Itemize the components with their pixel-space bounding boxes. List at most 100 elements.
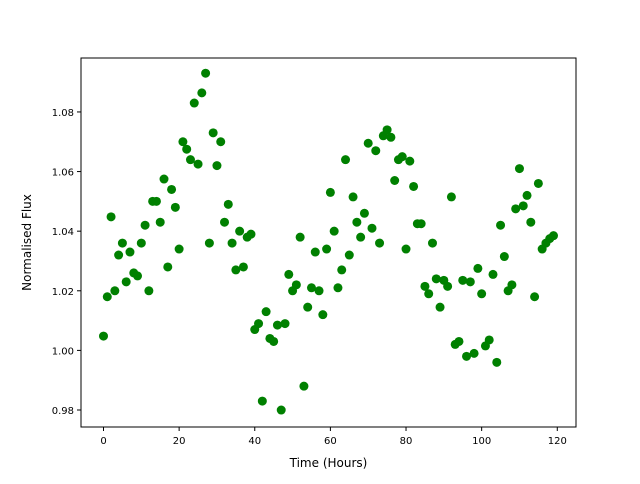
data-point — [246, 229, 256, 239]
data-point — [235, 226, 245, 236]
data-point — [496, 220, 506, 230]
data-point — [514, 164, 524, 174]
data-point — [382, 125, 392, 135]
data-point — [151, 196, 161, 206]
x-tick-label: 20 — [173, 436, 186, 447]
data-point — [424, 289, 434, 299]
data-point — [299, 381, 309, 391]
data-points — [99, 68, 558, 415]
x-tick-label: 40 — [248, 436, 261, 447]
data-point — [110, 286, 120, 296]
data-point — [492, 357, 502, 367]
data-point — [220, 217, 230, 227]
data-point — [454, 336, 464, 346]
data-point — [99, 331, 108, 341]
data-point — [533, 178, 543, 188]
data-point — [121, 277, 131, 287]
y-tick-label: 1.04 — [52, 227, 74, 238]
data-point — [397, 152, 407, 162]
data-point — [371, 146, 381, 156]
data-point — [337, 265, 347, 275]
data-point — [257, 396, 267, 406]
data-point — [133, 271, 143, 281]
data-point — [462, 351, 472, 361]
data-point — [216, 137, 226, 147]
data-point — [511, 204, 521, 214]
data-point — [420, 281, 430, 291]
data-point — [102, 292, 112, 302]
data-point — [401, 244, 411, 254]
data-point — [431, 274, 441, 284]
data-point — [322, 244, 332, 254]
data-point — [204, 238, 214, 248]
data-point — [197, 88, 207, 98]
data-point — [136, 238, 146, 248]
data-point — [318, 310, 328, 320]
data-point — [446, 192, 456, 202]
data-point — [367, 223, 377, 233]
data-point — [155, 217, 165, 227]
data-point — [522, 190, 532, 200]
data-point — [405, 156, 415, 166]
data-point — [473, 263, 483, 273]
data-point — [344, 250, 354, 260]
x-tick-label: 80 — [400, 436, 413, 447]
data-point — [325, 187, 335, 197]
data-point — [254, 319, 264, 329]
data-point — [272, 320, 282, 330]
data-point — [284, 269, 294, 279]
data-point — [238, 262, 248, 272]
data-point — [269, 336, 279, 346]
x-tick-label: 60 — [324, 436, 337, 447]
data-point — [159, 174, 169, 184]
data-point — [465, 277, 475, 287]
data-point — [363, 138, 373, 148]
data-point — [375, 238, 385, 248]
data-point — [314, 286, 324, 296]
data-point — [341, 155, 351, 165]
data-point — [182, 144, 192, 154]
data-point — [530, 292, 540, 302]
x-tick-label: 120 — [548, 436, 567, 447]
data-point — [333, 283, 343, 293]
x-axis-label: Time (Hours) — [289, 456, 368, 470]
data-point — [416, 219, 426, 229]
data-point — [193, 159, 203, 169]
data-point — [144, 286, 154, 296]
data-point — [435, 302, 445, 312]
data-point — [125, 247, 135, 257]
data-point — [443, 281, 453, 291]
data-point — [223, 199, 233, 209]
y-tick-label: 1.02 — [52, 287, 74, 298]
data-point — [518, 201, 528, 211]
data-point — [295, 232, 305, 242]
data-point — [170, 202, 180, 212]
data-point — [117, 238, 127, 248]
data-point — [276, 405, 286, 415]
data-point — [140, 220, 150, 230]
data-point — [212, 161, 222, 171]
data-point — [477, 289, 487, 299]
data-point — [106, 212, 116, 222]
data-point — [356, 232, 366, 242]
data-point — [189, 98, 199, 108]
data-point — [114, 250, 124, 260]
data-point — [303, 302, 313, 312]
data-point — [526, 217, 536, 227]
data-point — [348, 192, 358, 202]
data-point — [427, 238, 437, 248]
y-tick-label: 1.00 — [52, 346, 74, 357]
data-point — [458, 275, 468, 285]
data-point — [227, 238, 237, 248]
data-point — [231, 265, 241, 275]
y-axis-label: Normalised Flux — [20, 194, 34, 291]
x-tick-label: 0 — [100, 436, 106, 447]
x-tick-label: 100 — [472, 436, 491, 447]
data-point — [208, 128, 218, 138]
data-point — [306, 283, 316, 293]
data-point — [488, 269, 498, 279]
y-tick-label: 1.06 — [52, 168, 74, 179]
data-point — [409, 181, 419, 191]
data-point — [352, 217, 362, 227]
